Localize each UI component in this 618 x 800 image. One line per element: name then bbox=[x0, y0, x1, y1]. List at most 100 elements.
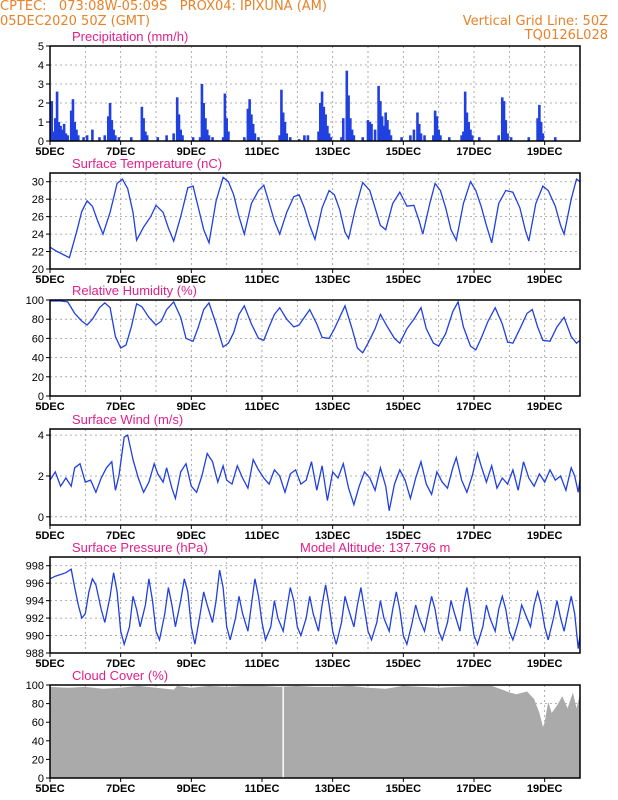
precip-bar bbox=[117, 137, 121, 141]
precip-bar bbox=[465, 112, 469, 141]
y-tick-label: 40 bbox=[32, 736, 44, 748]
precip-bar bbox=[432, 135, 435, 141]
precip-bar bbox=[460, 135, 463, 141]
x-tick-label: 7DEC bbox=[106, 783, 135, 795]
precip-bar bbox=[386, 120, 389, 141]
precip-bar bbox=[437, 129, 440, 141]
precip-bar bbox=[251, 123, 255, 141]
x-tick-label: 19DEC bbox=[527, 146, 563, 158]
x-tick-label: 11DEC bbox=[245, 530, 280, 542]
precip-bar bbox=[59, 125, 62, 141]
y-tick-label: 1 bbox=[38, 117, 44, 129]
precip-bar bbox=[280, 89, 283, 141]
precip-bar bbox=[181, 135, 184, 141]
precip-bar bbox=[497, 135, 501, 141]
y-tick-label: 4 bbox=[38, 430, 44, 442]
y-tick-label: 20 bbox=[32, 754, 44, 766]
panel-title: Surface Pressure (hPa) bbox=[72, 540, 208, 555]
x-tick-label: 17DEC bbox=[456, 146, 492, 158]
precip-bar bbox=[317, 131, 320, 141]
x-tick-label: 13DEC bbox=[315, 530, 351, 542]
precip-bar bbox=[349, 118, 352, 141]
precip-bar bbox=[288, 137, 292, 141]
x-tick-label: 11DEC bbox=[245, 146, 280, 158]
precip-bar bbox=[246, 108, 250, 141]
precip-bar bbox=[75, 129, 78, 141]
precip-bar bbox=[62, 123, 66, 141]
x-tick-label: 15DEC bbox=[386, 530, 422, 542]
precip-bar bbox=[98, 137, 101, 141]
precip-bar bbox=[207, 135, 211, 141]
precip-bar bbox=[377, 85, 380, 141]
precip-bar bbox=[200, 84, 204, 141]
y-tick-label: 998 bbox=[26, 561, 44, 573]
series-line bbox=[49, 434, 581, 511]
precip-bar bbox=[502, 101, 506, 141]
precip-bar bbox=[541, 133, 545, 141]
precip-bar bbox=[553, 137, 557, 141]
x-tick-label: 13DEC bbox=[315, 783, 351, 795]
panel-title: Relative Humidity (%) bbox=[72, 283, 197, 298]
precip-bar bbox=[156, 137, 160, 141]
x-tick-label: 11DEC bbox=[245, 401, 280, 413]
precip-bar bbox=[50, 101, 54, 141]
precip-bar bbox=[223, 93, 227, 141]
precip-bar bbox=[379, 101, 382, 141]
precip-bar bbox=[470, 135, 474, 141]
precip-bar bbox=[107, 116, 110, 141]
series-line bbox=[49, 176, 581, 259]
y-tick-label: 60 bbox=[32, 717, 44, 729]
precip-bar bbox=[175, 97, 179, 141]
precip-bar bbox=[91, 129, 94, 141]
precip-bar bbox=[297, 139, 301, 141]
precip-bar bbox=[57, 122, 61, 141]
precip-bar bbox=[352, 135, 356, 141]
precip-bar bbox=[248, 99, 251, 141]
precip-bar bbox=[463, 91, 467, 141]
precip-bar bbox=[539, 122, 543, 141]
x-tick-label: 9DEC bbox=[177, 783, 206, 795]
precip-bar bbox=[350, 129, 354, 141]
precip-bar bbox=[227, 131, 230, 141]
y-tick-label: 3 bbox=[38, 79, 44, 91]
precip-bar bbox=[341, 118, 345, 141]
precip-bar bbox=[165, 135, 168, 141]
precip-bar bbox=[281, 112, 285, 141]
model-altitude: Model Altitude: 137.796 m bbox=[300, 540, 450, 555]
panel-4: 988 990 992 994 996 998 5DEC 7DEC 9DEC 11DEC 13DEC… bbox=[26, 540, 581, 670]
x-tick-label: 11DEC bbox=[245, 274, 280, 286]
precip-bar bbox=[329, 137, 333, 141]
precip-bar bbox=[370, 123, 373, 141]
x-tick-label: 15DEC bbox=[386, 658, 422, 670]
y-tick-label: 80 bbox=[32, 699, 44, 711]
x-tick-label: 19DEC bbox=[527, 783, 563, 795]
precip-bar bbox=[387, 129, 391, 141]
precip-bar bbox=[447, 137, 451, 141]
panel-frame bbox=[49, 299, 581, 397]
precip-bar bbox=[278, 135, 281, 141]
precip-bar bbox=[85, 135, 89, 141]
x-tick-label: 5DEC bbox=[35, 658, 64, 670]
y-tick-label: 996 bbox=[26, 578, 44, 590]
precip-bar bbox=[202, 103, 205, 141]
x-tick-label: 15DEC bbox=[386, 783, 422, 795]
precip-bar bbox=[306, 135, 310, 141]
y-tick-label: 990 bbox=[26, 631, 44, 643]
x-tick-label: 17DEC bbox=[456, 274, 492, 286]
precip-bar bbox=[103, 135, 107, 141]
precip-bar bbox=[303, 135, 306, 141]
panel-1: 20 22 24 26 28 30 5DEC 7DEC 9DEC 11DEC 13DEC 15DEC 1… bbox=[32, 156, 581, 286]
precip-bar bbox=[400, 137, 403, 141]
precip-bar bbox=[324, 114, 327, 141]
precip-bar bbox=[179, 129, 183, 141]
precip-bar bbox=[384, 112, 387, 141]
y-tick-label: 22 bbox=[32, 247, 44, 259]
y-tick-label: 0 bbox=[38, 512, 44, 524]
x-tick-label: 11DEC bbox=[245, 658, 280, 670]
panel-title: Surface Temperature (nC) bbox=[72, 156, 222, 171]
x-tick-label: 13DEC bbox=[315, 274, 351, 286]
x-tick-label: 7DEC bbox=[106, 146, 135, 158]
precip-bar bbox=[366, 120, 370, 141]
precip-bar bbox=[433, 110, 437, 141]
